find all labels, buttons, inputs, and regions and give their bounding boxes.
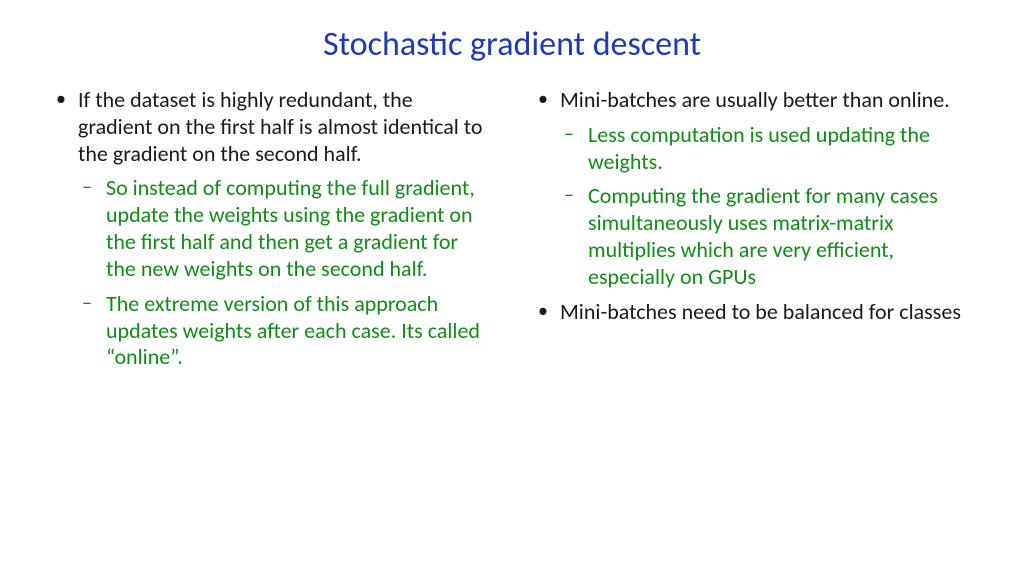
bullet-text: Mini-batches need to be balanced for cla… bbox=[560, 298, 961, 325]
sub-bullet-item: The extreme version of this approach upd… bbox=[78, 291, 492, 371]
sub-bullet-item: So instead of computing the full gradien… bbox=[78, 175, 492, 282]
sub-bullet-text: So instead of computing the full gradien… bbox=[106, 174, 475, 281]
sub-bullet-text: Less computation is used updating the we… bbox=[588, 121, 930, 175]
sub-bullet-text: The extreme version of this approach upd… bbox=[106, 290, 480, 371]
slide: Stochastic gradient descent If the datas… bbox=[0, 0, 1024, 576]
right-column: Mini-batches are usually better than onl… bbox=[532, 87, 974, 546]
sub-bullet-item: Less computation is used updating the we… bbox=[560, 122, 974, 176]
slide-title: Stochastic gradient descent bbox=[50, 24, 974, 65]
content-columns: If the dataset is highly redundant, the … bbox=[50, 87, 974, 546]
sub-bullet-item: Computing the gradient for many cases si… bbox=[560, 183, 974, 290]
bullet-text: If the dataset is highly redundant, the … bbox=[78, 86, 483, 167]
sub-bullet-text: Computing the gradient for many cases si… bbox=[588, 182, 938, 289]
left-column: If the dataset is highly redundant, the … bbox=[50, 87, 492, 546]
bullet-item: Mini-batches need to be balanced for cla… bbox=[532, 299, 974, 326]
bullet-item: If the dataset is highly redundant, the … bbox=[50, 87, 492, 371]
bullet-text: Mini-batches are usually better than onl… bbox=[560, 86, 950, 113]
bullet-item: Mini-batches are usually better than onl… bbox=[532, 87, 974, 291]
